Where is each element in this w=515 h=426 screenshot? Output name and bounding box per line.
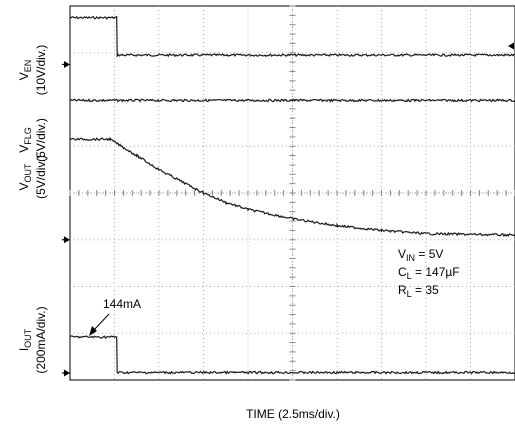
trace-v-out bbox=[69, 136, 515, 238]
current-marker-label: 144mA bbox=[103, 297, 141, 311]
ven-label-sub: EN bbox=[23, 60, 33, 73]
channel-label-vout: VOUT bbox=[17, 163, 33, 191]
condition-rl: RL = 35 bbox=[398, 283, 439, 299]
svg-text:VOUT: VOUT bbox=[17, 163, 33, 191]
ground-marker-i-out-left bbox=[64, 369, 70, 377]
channel-scale-vflg: (5V/div.) bbox=[34, 118, 48, 162]
ground-marker-v-en-right bbox=[508, 42, 514, 50]
channel-scale-vout: (5V/div.) bbox=[34, 155, 48, 199]
iout-label-sub: OUT bbox=[23, 328, 33, 348]
traces bbox=[69, 15, 515, 375]
vout-scale: (5V/div.) bbox=[34, 155, 48, 199]
trace-v-flg bbox=[69, 98, 515, 103]
channel-scale-iout: (200mA/div.) bbox=[34, 306, 48, 373]
ven-scale: (10V/div.) bbox=[34, 45, 48, 95]
svg-text:IOUT: IOUT bbox=[17, 328, 33, 351]
ground-markers bbox=[62, 42, 514, 377]
ground-marker-v-out-left bbox=[64, 236, 70, 244]
ground-marker-v-en-left bbox=[64, 60, 70, 68]
vflg-label-main: V bbox=[17, 145, 31, 153]
condition-vin: VIN = 5V bbox=[398, 247, 443, 263]
ven-label-main: V bbox=[17, 72, 31, 80]
vout-label-main: V bbox=[17, 182, 31, 190]
vflg-scale: (5V/div.) bbox=[34, 118, 48, 162]
vout-label-sub: OUT bbox=[23, 163, 33, 183]
x-axis-label: TIME (2.5ms/div.) bbox=[246, 407, 340, 421]
vflg-label-sub: FLG bbox=[23, 127, 33, 145]
trace-i-out bbox=[69, 335, 515, 375]
channel-label-vflg: VFLG bbox=[17, 127, 33, 153]
svg-text:VEN: VEN bbox=[17, 60, 33, 81]
iout-label-main: I bbox=[17, 348, 31, 351]
iout-scale: (200mA/div.) bbox=[34, 306, 48, 373]
channel-label-ven: VEN bbox=[17, 60, 33, 81]
channel-scale-ven: (10V/div.) bbox=[34, 45, 48, 95]
current-marker-arrow bbox=[89, 313, 110, 336]
svg-text:VFLG: VFLG bbox=[17, 127, 33, 153]
condition-cl: CL = 147µF bbox=[398, 265, 460, 281]
channel-label-iout: IOUT bbox=[17, 328, 33, 351]
grid bbox=[69, 5, 515, 381]
trace-v-en bbox=[69, 15, 515, 58]
